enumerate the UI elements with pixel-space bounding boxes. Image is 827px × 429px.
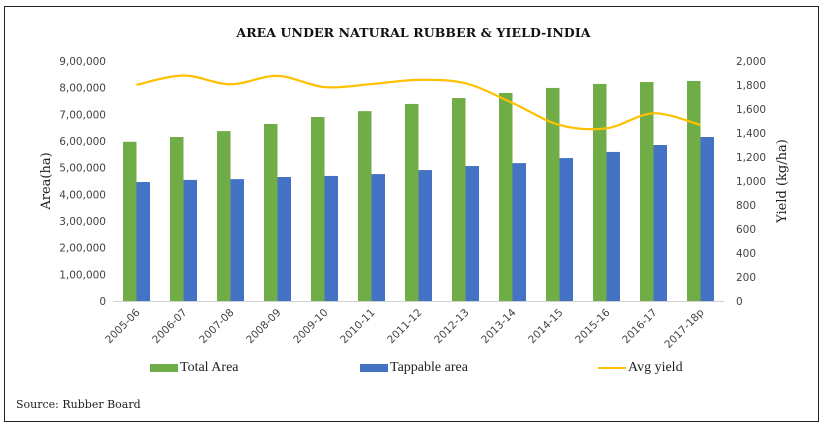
x-axis-labels: 2005-06 2006-07 2007-08 2008-09 2009-10 2010-… (103, 306, 707, 350)
bar-tappable-area (277, 177, 291, 301)
x-axis-tick-label: 2015-16 (573, 306, 613, 346)
bar-total-area (170, 137, 184, 301)
right-axis-title: Yield (kg/ha) (775, 139, 790, 224)
x-axis-tick-label: 2007-08 (197, 307, 237, 347)
bar-total-area (405, 103, 419, 301)
x-axis-tick-label: 2005-06 (103, 306, 143, 346)
left-axis-ticks: 0 1,00,000 2,00,000 3,00,000 4,00,000 5,00,00… (59, 56, 106, 308)
left-axis-tick-label: 4,00,000 (59, 189, 106, 201)
bar-total-area (358, 111, 372, 301)
legend-label-tappable-area: Tappable area (390, 360, 468, 375)
right-axis-tick-label: 600 (736, 224, 756, 236)
bar-tappable-area (324, 175, 338, 301)
bar-total-area (593, 83, 607, 301)
bar-total-area (546, 87, 560, 301)
bar-total-area (640, 82, 654, 301)
left-axis-tick-label: 1,00,000 (59, 269, 106, 281)
bar-tappable-area (465, 166, 479, 301)
bar-total-area (452, 98, 466, 301)
legend-item-tappable-area: Tappable area (360, 360, 468, 376)
x-axis-tick-label: 2017-18p (662, 306, 706, 350)
bars (123, 81, 714, 301)
bar-tappable-area (418, 170, 432, 301)
source-note: Source: Rubber Board (16, 398, 141, 411)
bar-tappable-area (606, 151, 620, 301)
legend-label-avg-yield: Avg yield (628, 360, 683, 375)
x-axis-tick-label: 2006-07 (150, 307, 190, 347)
bar-total-area (687, 81, 701, 301)
legend-item-avg-yield: Avg yield (598, 360, 683, 376)
x-axis-tick-label: 2009-10 (291, 307, 331, 347)
bar-tappable-area (559, 158, 573, 301)
bar-tappable-area (371, 174, 385, 301)
bar-tappable-area (653, 145, 667, 301)
right-axis-tick-label: 1,200 (736, 152, 766, 164)
bar-tappable-area (512, 163, 526, 301)
bar-total-area (499, 93, 513, 301)
chart-title: AREA UNDER NATURAL RUBBER & YIELD-INDIA (236, 25, 591, 40)
bar-total-area (217, 131, 231, 301)
left-axis-tick-label: 3,00,000 (59, 216, 106, 228)
avg-yield-line (136, 74, 701, 131)
right-axis-tick-label: 1,800 (736, 80, 766, 92)
x-axis-tick-label: 2011-12 (385, 307, 425, 347)
bar-tappable-area (700, 137, 714, 301)
total-area-swatch (150, 364, 178, 372)
legend-label-total-area: Total Area (180, 360, 239, 375)
right-axis-tick-label: 400 (736, 248, 756, 260)
left-axis-tick-label: 0 (99, 296, 106, 308)
right-axis-tick-label: 2,000 (736, 56, 766, 68)
right-axis-tick-label: 0 (736, 296, 743, 308)
x-axis-tick-label: 2012-13 (432, 307, 472, 347)
bar-tappable-area (230, 179, 244, 301)
right-axis-tick-label: 1,000 (736, 176, 766, 188)
right-axis-ticks: 0 200 400 600 800 1,000 1,200 1,400 1,600 1,800 2,… (736, 56, 766, 308)
left-axis-tick-label: 7,00,000 (59, 109, 106, 121)
bar-total-area (123, 141, 137, 301)
x-axis-tick-label: 2010-11 (338, 307, 378, 347)
left-axis-tick-label: 2,00,000 (59, 243, 106, 255)
right-axis-tick-label: 200 (736, 272, 756, 284)
right-axis-tick-label: 800 (736, 200, 756, 212)
legend-item-total-area: Total Area (150, 360, 239, 376)
left-axis-title: Area(ha) (39, 152, 54, 210)
avg-yield-swatch (598, 367, 626, 369)
x-axis-tick-label: 2014-15 (526, 307, 566, 347)
right-axis-tick-label: 1,600 (736, 104, 766, 116)
left-axis-tick-label: 8,00,000 (59, 83, 106, 95)
left-axis-tick-label: 9,00,000 (59, 56, 106, 68)
tappable-area-swatch (360, 364, 388, 372)
bar-total-area (264, 123, 278, 301)
x-axis-tick-label: 2013-14 (479, 306, 519, 346)
bar-tappable-area (136, 182, 150, 301)
x-axis-tick-label: 2008-09 (244, 307, 284, 347)
left-axis-tick-label: 5,00,000 (59, 163, 106, 175)
x-axis-tick-label: 2016-17 (620, 307, 660, 347)
right-axis-tick-label: 1,400 (736, 128, 766, 140)
bar-total-area (311, 117, 325, 301)
bar-tappable-area (183, 179, 197, 301)
left-axis-tick-label: 6,00,000 (59, 136, 106, 148)
